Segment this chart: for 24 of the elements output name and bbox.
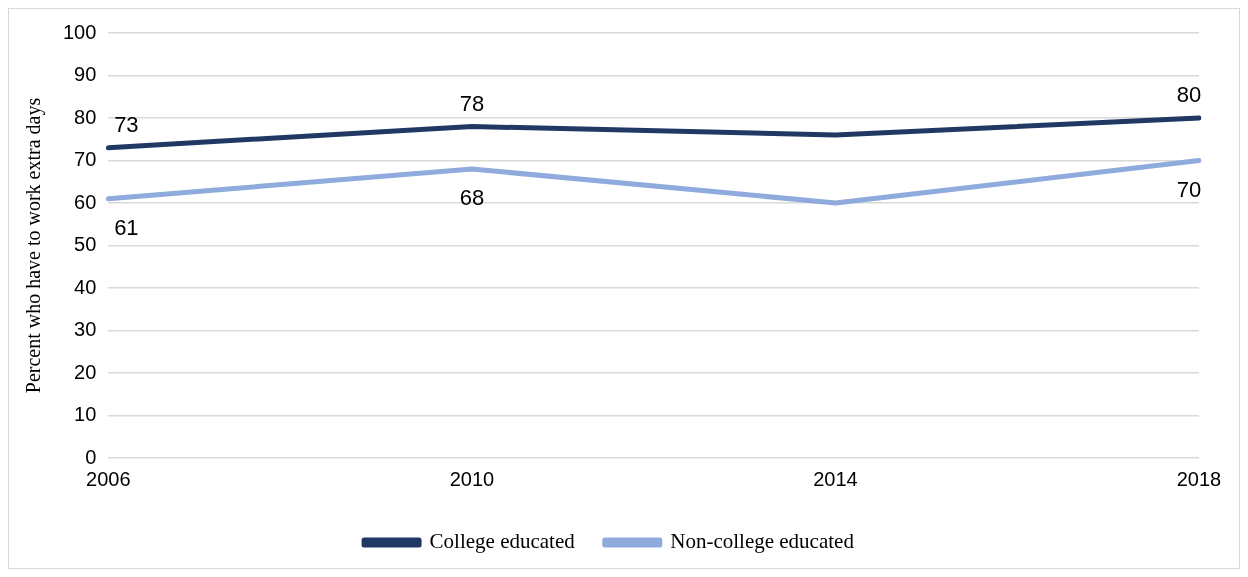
legend-label: Non-college educated: [670, 529, 855, 554]
y-tick-label: 90: [74, 63, 97, 86]
legend-label: College educated: [429, 529, 576, 554]
y-tick-label: 70: [74, 148, 97, 171]
data-label: 78: [459, 90, 485, 116]
y-tick-label: 80: [74, 105, 97, 128]
data-label: 70: [1176, 176, 1202, 202]
data-label: 68: [459, 185, 485, 211]
data-label: 80: [1176, 82, 1202, 108]
x-tick-label: 2018: [1176, 467, 1222, 490]
y-tick-label: 40: [74, 275, 97, 298]
y-tick-label: 30: [74, 318, 97, 341]
x-tick-label: 2010: [449, 467, 495, 490]
y-tick-label: 0: [85, 445, 97, 468]
y-tick-label: 60: [74, 190, 97, 213]
x-tick-label: 2006: [86, 467, 131, 490]
y-tick-label: 20: [74, 360, 97, 383]
y-tick-label: 50: [74, 233, 97, 256]
x-tick-label: 2014: [813, 467, 858, 490]
y-axis-title: Percent who have to work extra days: [22, 97, 46, 394]
y-tick-label: 100: [62, 20, 97, 43]
y-tick-label: 10: [74, 403, 97, 426]
data-label: 61: [114, 214, 139, 240]
data-label: 73: [114, 111, 139, 137]
